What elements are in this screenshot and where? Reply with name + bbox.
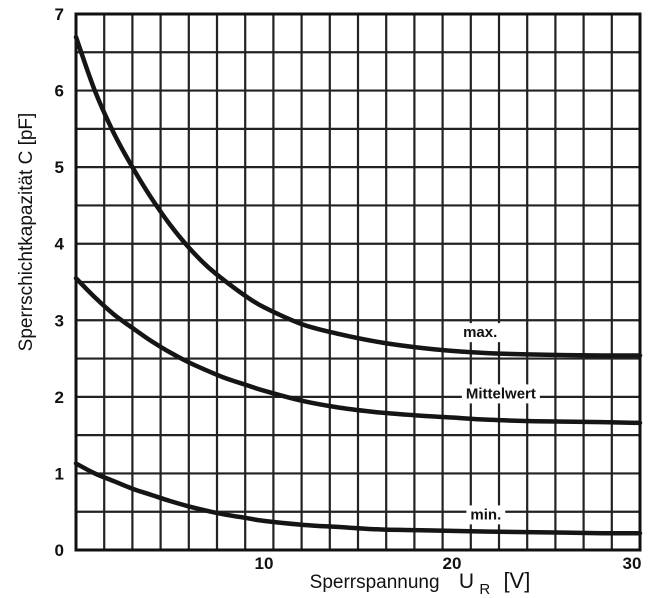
series-label-background bbox=[459, 323, 502, 343]
x-axis-label-symbol: U bbox=[459, 570, 474, 593]
y-tick-label: 1 bbox=[55, 464, 64, 483]
x-axis-label-unit: [V] bbox=[503, 568, 530, 593]
y-axis-label: Sperrschichtkapazität C [pF] bbox=[16, 113, 37, 352]
y-tick-label: 5 bbox=[55, 158, 64, 177]
y-tick-labels: 0 1 2 3 4 5 6 7 bbox=[55, 5, 65, 560]
axis-labels: Sperrschichtkapazität C [pF] Sperrspannu… bbox=[16, 113, 530, 598]
series-line-2 bbox=[73, 461, 643, 536]
x-axis-label-main: Sperrspannung bbox=[310, 572, 440, 593]
series-label-1: Mittelwert bbox=[466, 385, 536, 402]
y-tick-label: 2 bbox=[55, 388, 64, 407]
x-tick-label: 10 bbox=[255, 554, 274, 573]
y-tick-label: 4 bbox=[55, 235, 65, 254]
series-label-background bbox=[461, 384, 540, 404]
y-tick-label: 0 bbox=[55, 541, 64, 560]
plot-frame bbox=[74, 12, 642, 552]
series-layer: max. Mittelwert min. bbox=[73, 34, 643, 536]
x-tick-label: 30 bbox=[623, 554, 642, 573]
y-tick-label: 6 bbox=[55, 82, 64, 101]
x-tick-labels: 10 20 30 bbox=[255, 554, 642, 573]
x-axis-label-subscript: R bbox=[479, 581, 490, 598]
y-tick-label: 3 bbox=[55, 311, 64, 330]
plot-border bbox=[74, 12, 642, 552]
x-axis-label: Sperrspannung U R [V] bbox=[310, 568, 531, 598]
y-tick-label: 7 bbox=[55, 5, 64, 24]
x-tick-label: 20 bbox=[443, 554, 462, 573]
grid-layer bbox=[76, 14, 640, 550]
series-label-0: max. bbox=[463, 324, 497, 341]
series-line-1 bbox=[73, 275, 643, 426]
series-label-2: min. bbox=[470, 506, 501, 523]
series-label-background bbox=[466, 505, 506, 525]
series-line-0 bbox=[73, 34, 643, 358]
